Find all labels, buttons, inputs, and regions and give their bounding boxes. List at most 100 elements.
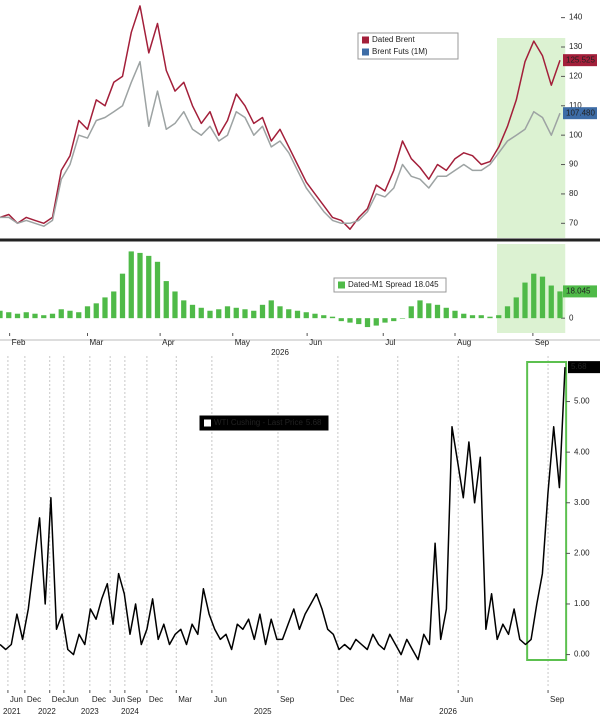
bar (286, 309, 292, 319)
bar (49, 313, 56, 319)
y-tick-label: 110 (569, 101, 582, 110)
y-tick-label: 0 (569, 313, 574, 322)
bar (41, 315, 47, 319)
bar (84, 306, 91, 319)
y-tick-label: 3.00 (574, 498, 590, 507)
bar (513, 297, 519, 319)
last-value-label: 107.480 (566, 108, 595, 117)
x-tick-label: Mar (90, 338, 104, 347)
bar (233, 307, 239, 319)
y-tick-label: 5.00 (574, 397, 590, 406)
bar (32, 313, 38, 319)
x-axis-title: 2026 (271, 348, 289, 357)
bar (0, 310, 3, 319)
line (0, 367, 566, 661)
bar (434, 304, 441, 319)
last-value-box (563, 285, 597, 298)
bar (102, 297, 108, 319)
bar (496, 315, 502, 319)
y-tick-label: 70 (569, 218, 578, 227)
last-value-box (568, 361, 600, 374)
line (0, 60, 561, 227)
bar (14, 313, 21, 319)
bar (67, 310, 73, 319)
bar (504, 306, 511, 319)
legend-box (357, 32, 459, 60)
x-tick-label: Jun (214, 695, 227, 704)
bar (93, 303, 99, 319)
bar (356, 318, 362, 325)
legend-name: Brent Futs (1M) (372, 47, 428, 56)
y-tick-label: 1.00 (574, 599, 590, 608)
bar (548, 285, 554, 319)
legend-label: WTI Cushing - Last Price 5.68 (214, 418, 322, 427)
x-tick-label: Dec (92, 695, 106, 704)
y-tick-label: 120 (569, 72, 583, 81)
bar (408, 306, 414, 319)
legend-box (333, 277, 447, 293)
bar (382, 318, 388, 323)
legend-label: Dated-M1 Spread 18.045 (348, 280, 439, 289)
x-tick-label: Jun (460, 695, 473, 704)
bar (23, 312, 29, 319)
bar (426, 303, 432, 319)
bar (242, 309, 248, 319)
x-year-label: 2021 (3, 707, 21, 716)
x-tick-label: Sep (280, 695, 295, 704)
last-value-label: 5.68 (571, 362, 587, 371)
y-tick-label: 0.00 (574, 650, 590, 659)
legend-value: 18.045 (414, 280, 439, 289)
bar (417, 300, 423, 319)
x-tick-label: Jun (10, 695, 23, 704)
x-year-label: 2025 (254, 707, 272, 716)
bar (172, 291, 178, 319)
x-tick-label: Sep (550, 695, 565, 704)
bar (329, 316, 336, 319)
bar (207, 310, 213, 319)
bar (461, 313, 467, 319)
bar (373, 318, 379, 326)
bar (146, 255, 152, 319)
bar (119, 273, 126, 319)
legend-name: Dated Brent (372, 35, 415, 44)
x-tick-label: Dec (52, 695, 66, 704)
bar (154, 261, 161, 319)
bar (539, 276, 546, 319)
x-tick-label: May (235, 338, 250, 347)
bar (6, 312, 12, 319)
x-tick-label: Mar (178, 695, 192, 704)
line (0, 5, 561, 230)
legend-swatch (204, 419, 211, 427)
bar (443, 307, 449, 319)
legend-swatch (338, 281, 345, 289)
bar (391, 318, 397, 322)
bar (478, 315, 484, 319)
bar (347, 318, 353, 323)
x-tick-label: Dec (340, 695, 354, 704)
last-value-box (563, 54, 597, 67)
bar (452, 310, 458, 319)
legend-name: Dated-M1 Spread (348, 280, 411, 289)
bar (128, 251, 134, 319)
y-tick-label: 80 (569, 189, 578, 198)
bar (303, 312, 309, 319)
bar (251, 310, 257, 319)
bar (259, 304, 266, 319)
legend-name: WTI Cushing - Last Price (214, 418, 303, 427)
bar (76, 312, 82, 319)
x-tick-label: Jun (309, 338, 322, 347)
bar (321, 315, 327, 319)
x-tick-label: Jun (66, 695, 79, 704)
bar (364, 318, 371, 328)
x-tick-label: Jun (112, 695, 125, 704)
bar (268, 300, 274, 319)
y-tick-label: 130 (569, 42, 583, 51)
highlight-region (497, 38, 566, 238)
y-tick-label: 140 (569, 13, 583, 22)
y-tick-label: 4.00 (574, 447, 590, 456)
bar (338, 318, 344, 322)
highlight-box (526, 361, 568, 661)
legend-swatch (362, 48, 369, 56)
legend-value: 5.68 (306, 418, 322, 427)
